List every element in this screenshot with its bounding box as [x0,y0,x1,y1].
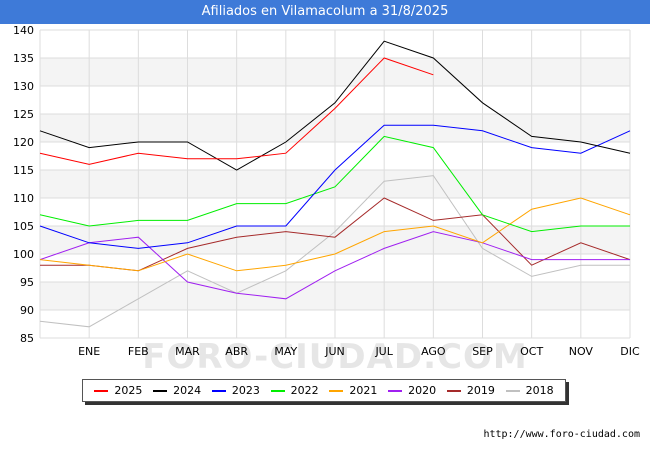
series-line-2020 [39,231,630,300]
y-tick-label: 90 [20,304,34,317]
y-tick-label: 95 [20,276,34,289]
y-tick-label: 120 [13,136,34,149]
chart-title: Afiliados en Vilamacolum a 31/8/2025 [0,0,650,24]
y-tick-label: 105 [13,220,34,233]
x-tick-label: MAY [274,345,297,358]
y-tick-label: 140 [13,24,34,37]
series-line-2025 [39,57,434,165]
legend-label: 2021 [349,384,378,397]
y-tick-label: 135 [13,52,34,65]
legend-label: 2023 [231,384,260,397]
x-tick-label: ENE [78,345,100,358]
x-tick-label: FEB [128,345,149,358]
series-line-2023 [39,124,631,249]
x-axis-ticks: ENE FEB MAR ABR MAY JUN JUL AGO SEP OCT NOV DIC [78,345,640,358]
x-tick-label: ABR [225,345,248,358]
legend-swatch [94,389,109,392]
legend-label: 2025 [114,384,143,397]
footer-url: http://www.foro-ciudad.com [483,429,640,440]
series-line-2022 [39,135,630,233]
legend-swatch [329,389,344,392]
legend-label: 2020 [408,384,437,397]
x-tick-label: SEP [472,345,493,358]
x-tick-label: OCT [520,345,543,358]
legend-label: 2018 [525,384,554,397]
legend-swatch [153,389,168,392]
y-tick-label: 110 [13,192,34,205]
legend-label: 2022 [290,384,319,397]
legend-item-2023: 2023 [211,384,260,397]
legend-item-2018: 2018 [505,384,554,397]
legend-item-2025: 2025 [94,384,142,397]
watermark: FORO-CIUDAD.COM [142,337,528,377]
legend-item-2020: 2020 [388,384,436,397]
y-tick-label: 85 [20,332,34,345]
legend-item-2024: 2024 [153,384,201,397]
y-axis-ticks: 85 90 95 100 105 110 115 120 125 130 135 140 [13,24,34,345]
legend-swatch [446,389,461,392]
series-line-2024 [39,40,631,171]
x-tick-label: DIC [620,345,640,358]
legend-item-2021: 2021 [329,384,377,397]
legend-item-2022: 2022 [270,384,319,397]
x-tick-label: JUN [324,345,345,358]
series-line-2018 [39,175,630,328]
series-line-2021 [39,197,631,272]
y-tick-label: 115 [13,164,34,177]
x-tick-label: AGO [421,345,446,358]
legend-label: 2024 [173,384,202,397]
legend-swatch [505,389,520,392]
legend-swatch [388,389,403,392]
series-lines [39,40,631,328]
legend-swatch [270,389,285,392]
legend-label: 2019 [466,384,495,397]
legend: 2025 2024 2023 2022 2021 2020 2019 2018 [82,379,566,402]
x-tick-label: NOV [569,345,594,358]
grid-lines [39,29,631,339]
x-tick-label: JUL [374,345,393,358]
y-tick-label: 125 [13,108,34,121]
y-tick-label: 100 [13,248,34,261]
legend-item-2019: 2019 [446,384,495,397]
y-tick-label: 130 [13,80,34,93]
legend-swatch [211,389,226,392]
x-tick-label: MAR [175,345,200,358]
